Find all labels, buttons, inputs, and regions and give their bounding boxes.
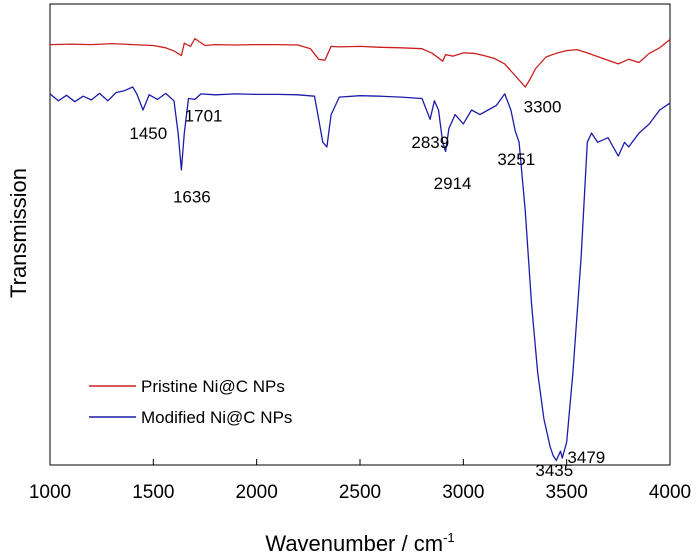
peak-label: 1701 [185,107,223,126]
peak-label: 2914 [434,174,472,193]
peak-label: 1450 [129,124,167,143]
x-axis-title: Wavenumber / cm-1 [265,530,454,556]
peak-label: 1636 [173,187,211,206]
x-tick-label: 3500 [546,482,588,503]
series-lines [49,37,671,462]
x-axis-ticks: 1000 1500 2000 2500 3000 3500 4000 [29,459,691,503]
x-tick-label: 4000 [649,482,691,503]
y-axis-title: Transmission [6,168,31,298]
x-tick-label: 1000 [29,482,71,503]
legend-label-modified: Modified Ni@C NPs [141,408,292,427]
x-axis-title-sup: -1 [443,530,455,545]
peak-label: 3251 [497,150,535,169]
x-tick-label: 1500 [132,482,174,503]
series-line-pristine [49,37,671,88]
x-tick-label: 3000 [442,482,484,503]
legend: Pristine Ni@C NPs Modified Ni@C NPs [89,377,292,427]
legend-label-pristine: Pristine Ni@C NPs [141,377,285,396]
peak-label: 3435 [535,461,573,480]
peak-label: 3300 [524,97,562,116]
peak-label: 3479 [567,448,605,467]
peak-label: 2839 [411,133,449,152]
x-tick-label: 2000 [236,482,278,503]
series-line-modified [49,86,671,462]
x-tick-label: 2500 [339,482,381,503]
x-axis-title-text: Wavenumber / cm [265,531,443,556]
